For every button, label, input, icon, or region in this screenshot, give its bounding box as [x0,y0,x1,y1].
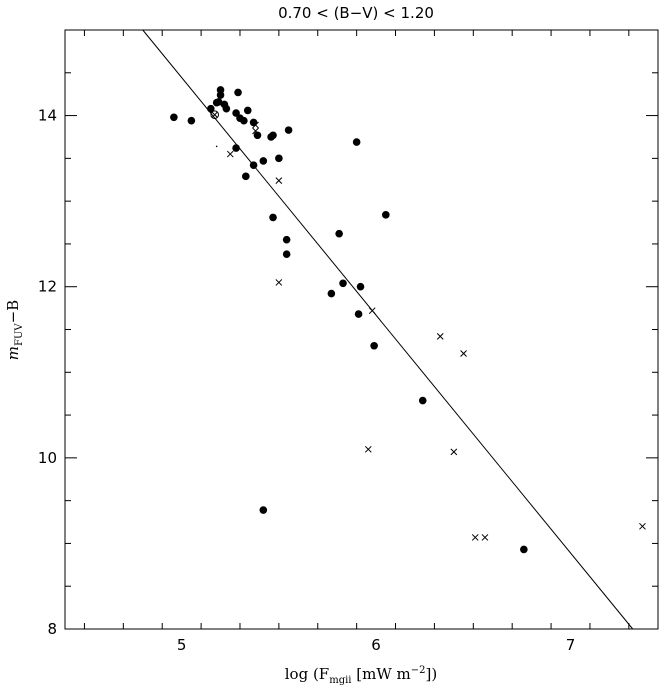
y-axis-label-subscript: FUV [14,323,25,346]
cross-point-stroke [252,127,259,135]
filled-circle-point [232,144,240,152]
filled-circle-point [207,104,215,113]
filled-circle-point [327,289,336,298]
cross-point-stroke [275,177,283,184]
filled-circle-point [259,157,268,165]
filled-circle-point [382,211,390,219]
x-axis-label-superscript: −2 [411,665,426,676]
cross-point [460,350,467,357]
filled-circle-point [269,213,277,222]
cross-point [436,332,444,340]
filled-circle-point [269,131,277,140]
cross-point [368,307,376,315]
open-circle-cross [211,111,218,118]
filled-circle-point [242,172,250,181]
cross-point-stroke [275,279,283,286]
axis-ticks [65,29,658,630]
filled-circle-point [187,116,196,125]
filled-circle-point [170,113,178,122]
filled-circle-point [520,545,528,554]
cross-point-stroke [368,307,376,315]
axis-tick-labels: 5 6 7 8 10 12 14 [38,107,575,654]
filled-circle-point [216,91,225,99]
cross-point [275,279,283,286]
x-tick-label: 5 [177,636,187,654]
cross-point [450,448,458,456]
cross-point-stroke [450,448,458,456]
x-tick-label: 7 [566,636,576,654]
filled-circle-point [249,161,258,170]
filled-circle-point [222,104,231,113]
filled-circle-point [240,116,248,125]
filled-circle-point [234,88,242,97]
regression-line [142,29,634,630]
filled-circle-point [282,235,291,244]
x-axis-label-end: ]) [426,665,438,683]
y-axis-label-m: m [4,346,22,360]
x-axis-label: log (Fmgii [mW m−2]) [285,665,437,686]
filled-circle-point [339,279,347,288]
cross-point-stroke [460,350,467,357]
filled-circle-point [214,98,223,106]
filled-circle-point [253,131,262,140]
cross-point-stroke [252,121,259,129]
filled-circle-point [418,396,427,405]
cross-point-stroke [481,534,489,541]
cross-point [226,150,234,158]
cross-point-stroke [639,522,646,530]
data-points [170,86,646,554]
filled-circle-point [354,310,363,318]
filled-circle-point [284,126,293,134]
y-tick-label: 8 [47,620,57,638]
filled-circle-point [282,250,291,258]
cross-point-stroke [436,332,444,340]
cross-point [364,445,372,453]
chart-title: 0.70 < (B−V) < 1.20 [278,4,434,22]
cross-point [481,534,489,541]
open-circle-point [210,110,220,120]
filled-circle-point [356,282,365,291]
filled-circle-point [275,154,283,163]
filled-circle-point [243,106,252,115]
y-tick-label: 10 [38,449,57,467]
x-axis-label-subscript: mgii [329,675,351,686]
cross-point [275,177,283,184]
cross-point-stroke [226,150,234,158]
dot-point [215,145,218,148]
x-tick-label: 6 [371,636,381,654]
cross-point [639,522,646,530]
cross-point [252,121,259,129]
filled-circle-point [352,138,361,146]
filled-circle-point [370,341,378,350]
filled-circle-point [259,506,268,514]
y-axis-label: mFUV−B [4,300,25,360]
cross-point-stroke [471,534,479,541]
cross-point [471,534,479,541]
y-tick-label: 12 [38,278,57,296]
filled-circle-point [335,229,343,238]
y-tick-label: 14 [38,107,57,125]
x-axis-label-main: log (F [285,665,329,683]
x-axis-label-units: [mW m [352,665,411,683]
y-axis-label-rest: −B [4,300,22,324]
cross-point [252,127,259,135]
open-circle-cross-stroke [211,111,218,118]
cross-point-stroke [364,445,372,453]
